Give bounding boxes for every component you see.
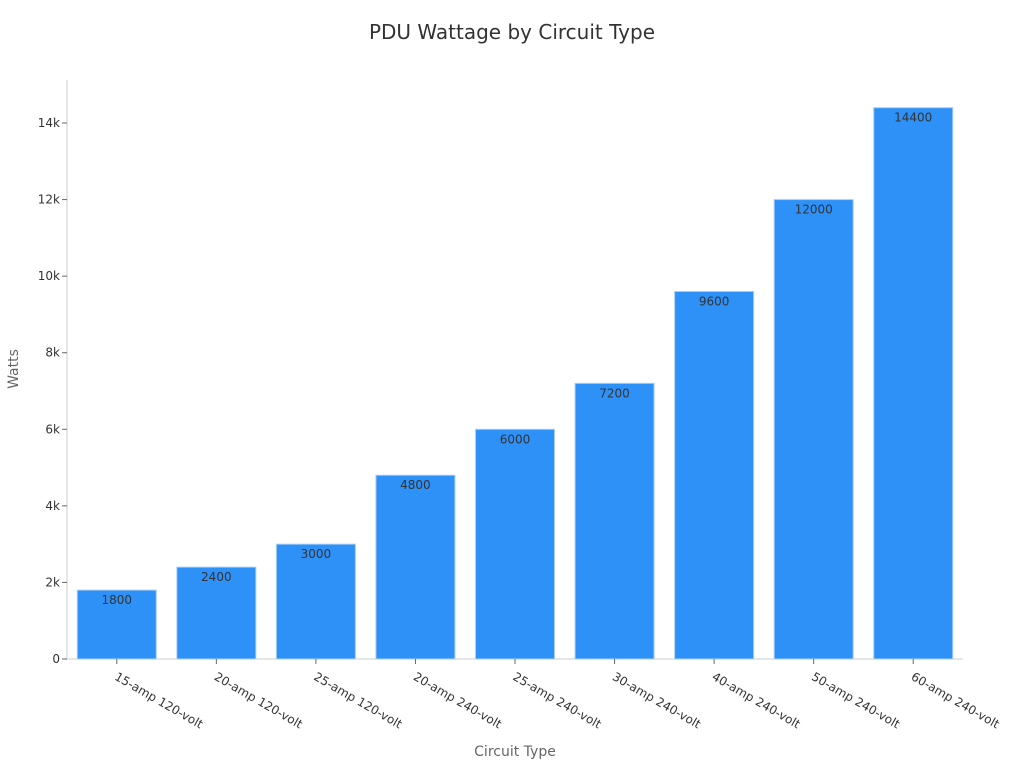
bar-value-label: 1800 — [102, 593, 133, 607]
y-tick-label: 8k — [45, 346, 60, 360]
bar — [773, 199, 854, 660]
y-tick-label: 12k — [38, 193, 60, 207]
x-tick-label: 50-amp 240-volt — [809, 669, 902, 731]
bar — [574, 382, 655, 660]
x-tick-label: 25-amp 120-volt — [311, 669, 404, 731]
y-tick-label: 10k — [38, 269, 60, 283]
x-tick-label: 25-amp 240-volt — [511, 669, 604, 731]
bar-value-label: 2400 — [201, 570, 232, 584]
bar-value-label: 14400 — [894, 111, 932, 125]
x-tick-label: 40-amp 240-volt — [710, 669, 803, 731]
y-tick-label: 2k — [45, 575, 60, 589]
bar — [76, 589, 157, 660]
bar — [375, 474, 456, 660]
bar-value-label: 3000 — [301, 547, 332, 561]
y-tick-label: 6k — [45, 422, 60, 436]
bar — [176, 566, 257, 660]
bar-value-label: 4800 — [400, 478, 431, 492]
bar-value-label: 12000 — [795, 203, 833, 217]
x-tick-label: 60-amp 240-volt — [909, 669, 1002, 731]
chart-title: PDU Wattage by Circuit Type — [368, 20, 656, 44]
bar-value-label: 9600 — [699, 294, 730, 308]
y-tick-label: 14k — [38, 116, 60, 130]
bar-value-label: 6000 — [500, 432, 531, 446]
x-axis-title: Circuit Type — [474, 744, 556, 760]
y-tick-label: 0 — [52, 652, 60, 666]
bar — [475, 428, 555, 660]
bar — [674, 290, 755, 660]
x-tick-label: 20-amp 240-volt — [411, 669, 504, 731]
x-tick-label: 20-amp 120-volt — [212, 669, 305, 731]
y-axis-title: Watts — [6, 349, 22, 389]
bar-value-label: 7200 — [599, 386, 630, 400]
y-tick-label: 4k — [45, 499, 60, 513]
bar — [873, 107, 954, 660]
bar — [275, 543, 356, 660]
x-tick-label: 30-amp 240-volt — [610, 669, 703, 731]
x-tick-label: 15-amp 120-volt — [112, 669, 205, 731]
